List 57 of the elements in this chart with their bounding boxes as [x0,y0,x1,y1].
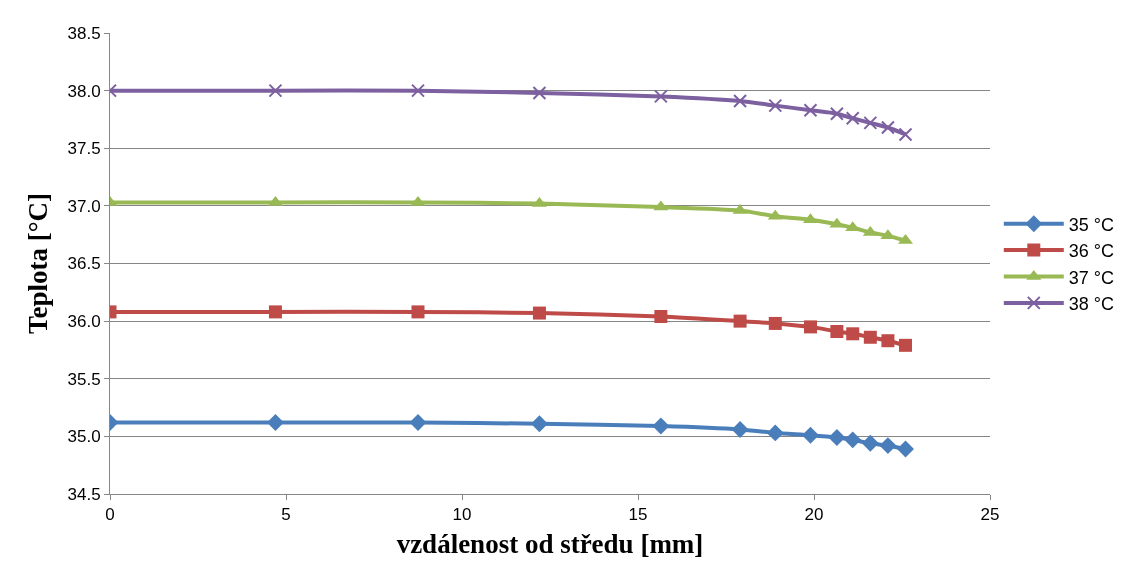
point [731,421,749,438]
point [898,127,913,142]
point [266,414,284,431]
point [532,85,547,100]
y-tick-label: 35.0 [67,427,101,447]
point [863,330,877,344]
point [861,434,879,452]
y-tick-label: 38.5 [67,23,101,43]
point [879,437,897,455]
point [802,426,819,444]
point [268,83,283,98]
point [830,325,844,338]
point [828,429,846,446]
x-tick-label: 25 [980,505,1000,525]
point [532,306,546,320]
point [803,103,818,118]
y-tick-label: 35.5 [67,369,101,389]
y-tick-label: 37.5 [67,139,101,159]
point [530,415,548,433]
y-tick-label: 34.5 [67,484,101,504]
x-tick-label: 15 [628,505,648,525]
x-tick-label: 5 [281,505,291,525]
point [897,440,914,458]
y-tick-label: 38.0 [67,81,101,101]
point [409,414,427,431]
point [845,111,860,126]
point [846,327,860,341]
point [733,314,747,328]
point [768,98,783,113]
point [768,316,782,330]
point [411,305,425,319]
y-axis-title: Teplota [°C] [22,192,53,335]
point [652,417,670,435]
y-tick-label: 37.0 [67,196,101,216]
point [881,334,895,348]
point [411,83,425,98]
x-axis-title: vzdálenost od středu [mm] [396,528,704,559]
point [829,106,844,121]
point [766,424,784,442]
point [863,115,878,130]
point [268,305,282,319]
x-tick-label: 20 [804,505,824,525]
y-tick-label: 36.5 [67,254,101,274]
point [653,89,668,104]
x-tick-label: 0 [105,505,115,525]
legend-label: 35 °C [1068,214,1115,235]
point [880,120,895,135]
legend-label: 36 °C [1068,241,1115,262]
point [899,338,913,352]
point [844,431,862,449]
legend-label: 37 °C [1068,267,1115,288]
y-tick-label: 36.0 [67,312,101,332]
legend-label: 38 °C [1068,293,1115,314]
x-tick-label: 10 [452,505,472,525]
point [654,310,668,324]
point [803,320,817,334]
point [733,94,748,108]
